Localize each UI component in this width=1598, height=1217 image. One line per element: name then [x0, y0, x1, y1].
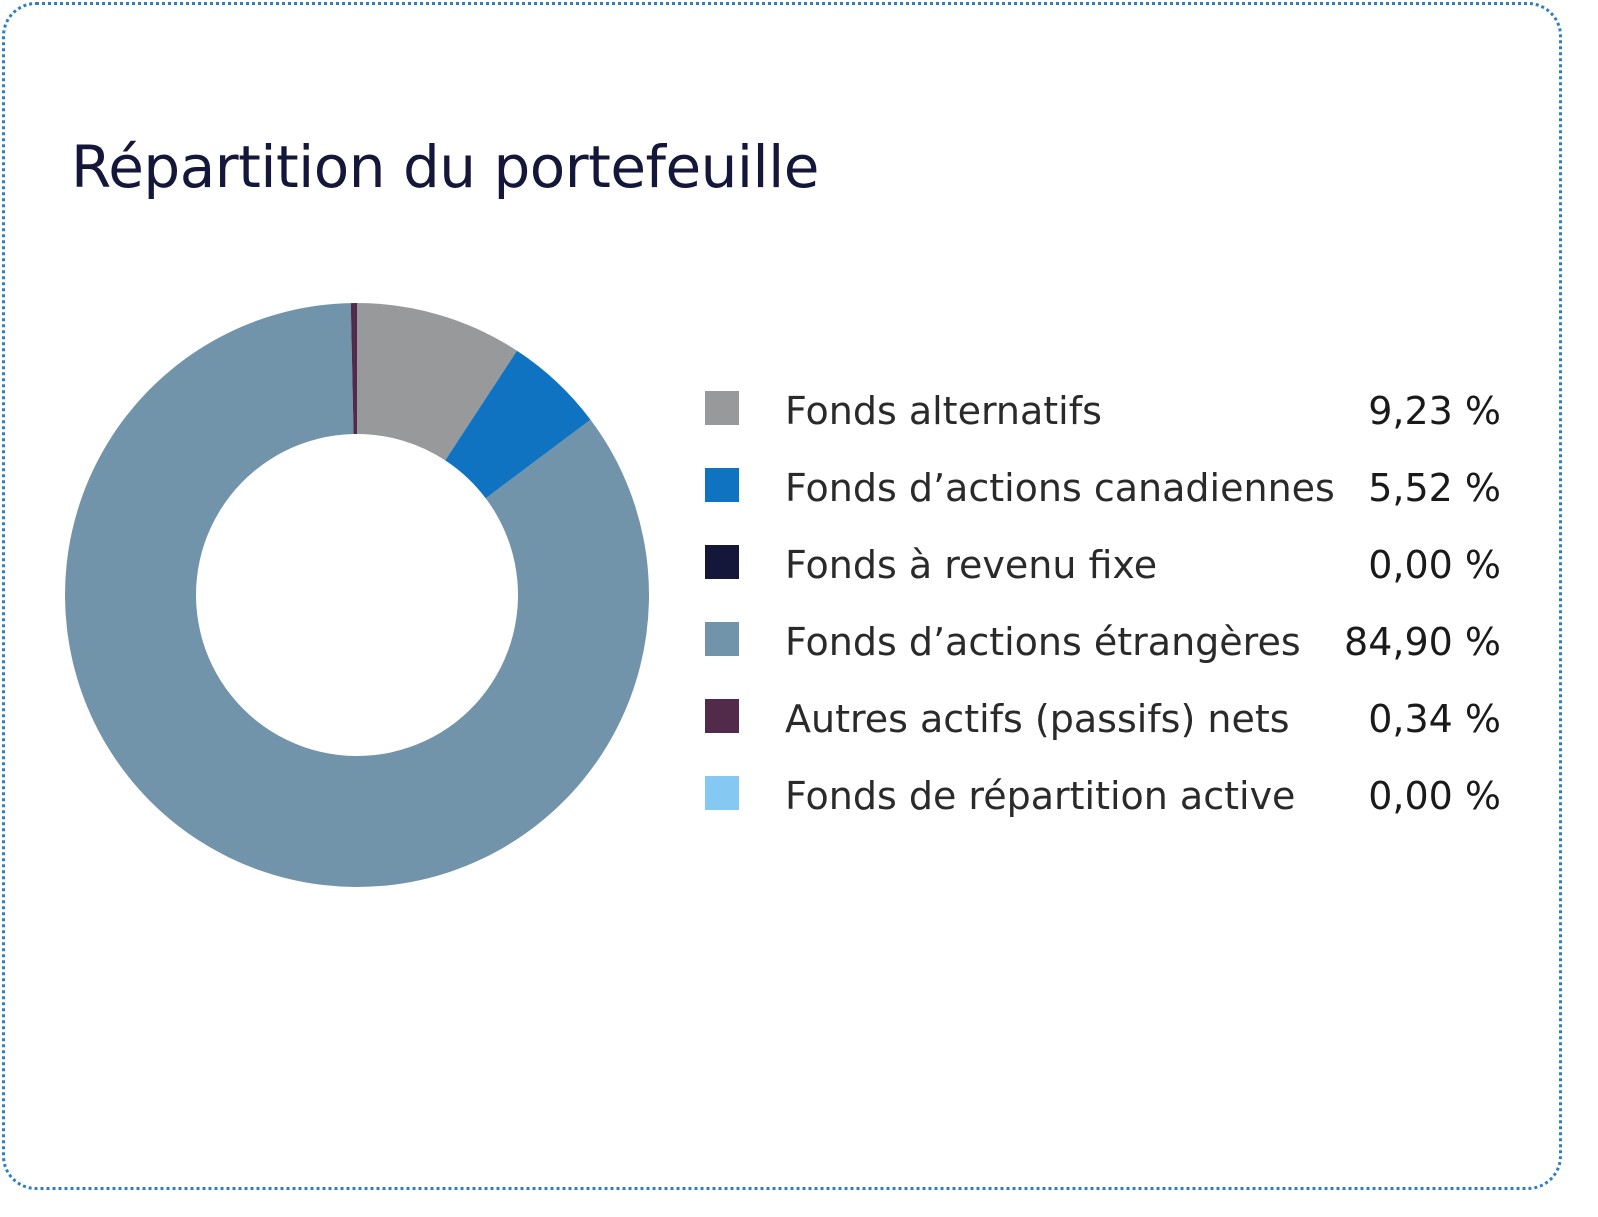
chart-legend: Fonds alternatifs 9,23 % Fonds d’actions…	[705, 373, 1505, 835]
donut-slice	[350, 303, 357, 435]
donut-chart	[64, 303, 649, 887]
legend-swatch	[705, 699, 739, 733]
legend-item: Fonds alternatifs 9,23 %	[705, 373, 1505, 450]
legend-label: Fonds d’actions canadiennes	[785, 466, 1335, 510]
donut-slice	[64, 303, 649, 887]
legend-item: Fonds de répartition active 0,00 %	[705, 758, 1505, 835]
legend-label: Fonds à revenu fixe	[785, 543, 1158, 587]
legend-value: 9,23 %	[1368, 389, 1501, 433]
donut-slice	[445, 350, 591, 499]
chart-card: Répartition du portefeuille Fonds altern…	[2, 2, 1562, 1190]
legend-label: Autres actifs (passifs) nets	[785, 697, 1290, 741]
donut-slice	[357, 303, 518, 461]
legend-swatch	[705, 622, 739, 656]
legend-value: 0,00 %	[1368, 543, 1501, 587]
legend-swatch	[705, 545, 739, 579]
legend-swatch	[705, 391, 739, 425]
legend-value: 0,00 %	[1368, 774, 1501, 818]
legend-label: Fonds alternatifs	[785, 389, 1102, 433]
legend-item: Fonds d’actions étrangères 84,90 %	[705, 604, 1505, 681]
chart-title: Répartition du portefeuille	[71, 133, 819, 201]
legend-swatch	[705, 776, 739, 810]
legend-value: 5,52 %	[1368, 466, 1501, 510]
legend-item: Fonds à revenu fixe 0,00 %	[705, 527, 1505, 604]
legend-label: Fonds de répartition active	[785, 774, 1296, 818]
legend-item: Fonds d’actions canadiennes 5,52 %	[705, 450, 1505, 527]
legend-item: Autres actifs (passifs) nets 0,34 %	[705, 681, 1505, 758]
legend-value: 84,90 %	[1344, 620, 1501, 664]
legend-label: Fonds d’actions étrangères	[785, 620, 1301, 664]
legend-value: 0,34 %	[1368, 697, 1501, 741]
legend-swatch	[705, 468, 739, 502]
